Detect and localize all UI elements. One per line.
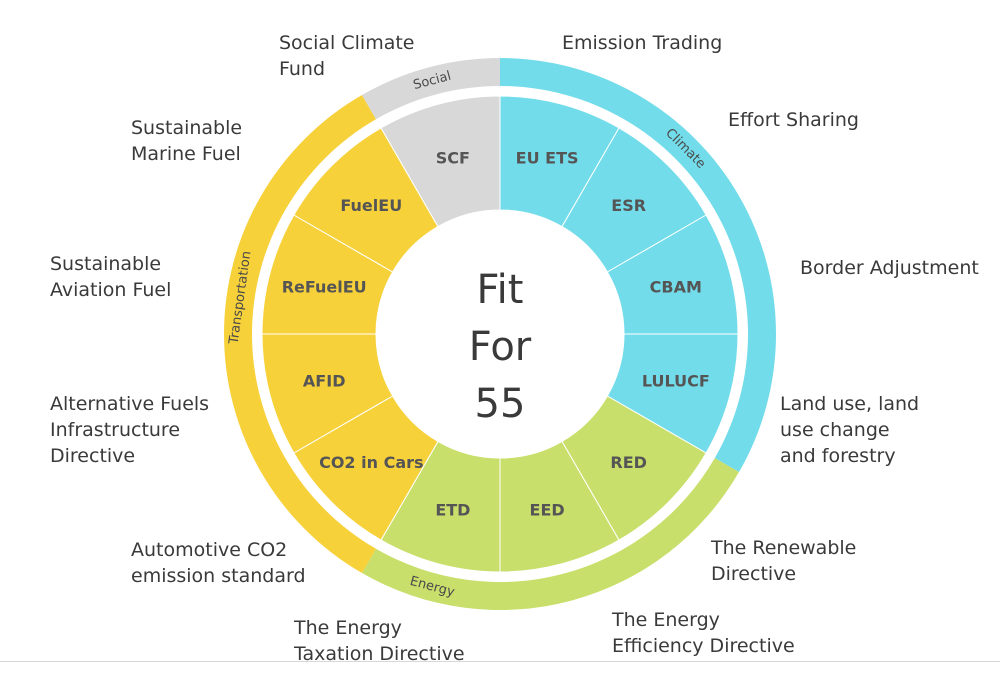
segment-label: CBAM (650, 277, 702, 296)
segment-label: SCF (436, 149, 470, 168)
group-ring (224, 58, 776, 610)
outer-label-eed: The Energy Efficiency Directive (611, 609, 795, 657)
outer-label-esr: Effort Sharing (728, 109, 859, 131)
outer-label-eu-ets: Emission Trading (562, 32, 722, 54)
segment-label: FuelEU (340, 196, 402, 215)
segment-ring (261, 95, 739, 573)
outer-label-red: The Renewable Directive (710, 537, 856, 585)
group-band-transportation (224, 94, 376, 574)
outer-label-etd: The Energy Taxation Directive (293, 617, 465, 665)
segment-label: ESR (611, 196, 646, 215)
segment-label: CO2 in Cars (319, 453, 423, 472)
outer-label-co2-in-cars: Automotive CO2 emission standard (131, 539, 306, 587)
group-band-social (362, 58, 500, 120)
group-band-climate (500, 58, 776, 472)
segment-label: EU ETS (516, 149, 579, 168)
bottom-divider (0, 661, 1000, 662)
segment-label: AFID (303, 372, 346, 391)
outer-label-refueleu: Sustainable Aviation Fuel (50, 253, 171, 301)
segment-label: ETD (435, 500, 470, 519)
outer-label-cbam: Border Adjustment (800, 257, 979, 279)
segment-label: EED (530, 500, 565, 519)
segment-label: ReFuelEU (282, 277, 367, 296)
center-title-line: For (469, 324, 532, 370)
group-band-energy (362, 458, 740, 610)
center-circle (376, 210, 624, 458)
outer-label-scf: Social Climate Fund (279, 32, 415, 80)
segment-label: LULUCF (642, 372, 710, 391)
outer-label-fueleu: Sustainable Marine Fuel (131, 117, 242, 165)
segment-label: RED (610, 453, 647, 472)
outer-label-lulucf: Land use, land use change and forestry (780, 393, 919, 467)
center-title-line: Fit (477, 267, 524, 313)
outer-label-afid: Alternative Fuels Infrastructure Directive (50, 393, 209, 467)
center-title-line: 55 (475, 381, 526, 427)
